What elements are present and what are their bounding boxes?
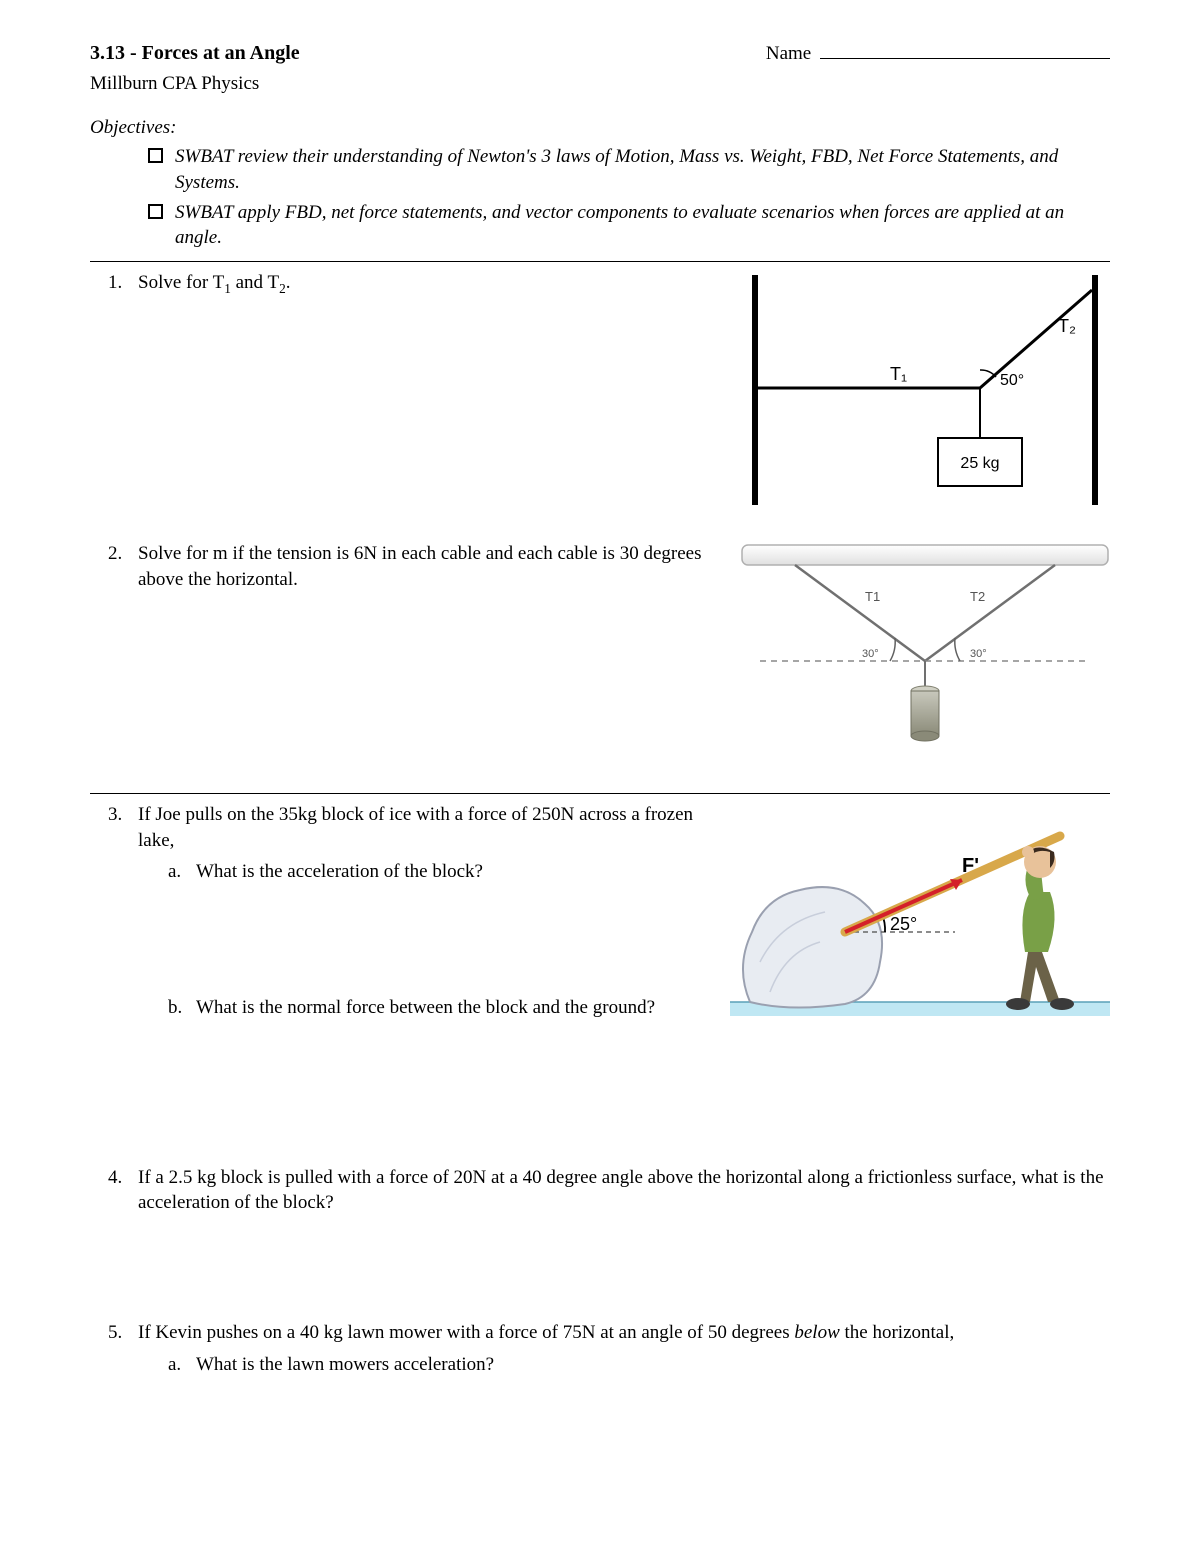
sub-text: What is the normal force between the blo…: [196, 995, 710, 1021]
problem-text: If Joe pulls on the 35kg block of ice wi…: [138, 802, 710, 853]
objective-text: SWBAT review their understanding of Newt…: [175, 144, 1110, 195]
problem-3: 3. If Joe pulls on the 35kg block of ice…: [108, 802, 1110, 1061]
figure-1: T₁ T₂ 50° 25 kg: [740, 270, 1110, 518]
ice-pull-diagram-svg: F' 25°: [730, 802, 1110, 1032]
objective-item: SWBAT apply FBD, net force statements, a…: [148, 200, 1110, 251]
sub-letter: a.: [168, 859, 196, 885]
problem-text: Solve for m if the tension is 6N in each…: [138, 541, 720, 592]
sub-letter: b.: [168, 995, 196, 1021]
angle-left-label: 30°: [862, 648, 879, 660]
title-text: Forces at an Angle: [142, 42, 300, 64]
t1-label: T1: [865, 589, 880, 604]
t2-label: T₂: [1058, 316, 1076, 336]
angle-label: 50°: [1000, 372, 1024, 389]
objectives-label: Objectives:: [90, 115, 1110, 141]
name-label: Name: [766, 43, 811, 64]
objectives-list: SWBAT review their understanding of Newt…: [90, 144, 1110, 251]
t1-label: T₁: [890, 364, 907, 384]
force-label: F': [962, 855, 979, 877]
angle-right-label: 30°: [970, 648, 987, 660]
angle-label: 25°: [890, 914, 917, 934]
name-blank-line[interactable]: [820, 40, 1110, 59]
problem-text: If a 2.5 kg block is pulled with a force…: [138, 1165, 1110, 1216]
header-row: 3.13 - Forces at an Angle Name: [90, 40, 1110, 67]
problem-1: 1. Solve for T1 and T2. T₁ T₂ 50° 25 kg: [108, 270, 1110, 518]
problem-number: 1.: [108, 270, 138, 296]
section-title: 3.13 - Forces at an Angle: [90, 40, 300, 67]
t2-label: T2: [970, 589, 985, 604]
problem-number: 5.: [108, 1320, 138, 1346]
problem-5: 5. If Kevin pushes on a 40 kg lawn mower…: [108, 1320, 1110, 1377]
figure-2: T1 T2 30° 30°: [740, 541, 1110, 769]
sub-text: What is the acceleration of the block?: [196, 859, 710, 885]
sub-item: a. What is the acceleration of the block…: [168, 859, 710, 885]
problem-4: 4. If a 2.5 kg block is pulled with a fo…: [108, 1165, 1110, 1216]
sub-item: a. What is the lawn mowers acceleration?: [168, 1352, 1110, 1378]
tension-diagram-svg: T₁ T₂ 50° 25 kg: [740, 270, 1110, 510]
problem-number: 2.: [108, 541, 138, 567]
name-field: Name: [766, 40, 1110, 67]
objectives-section: Objectives: SWBAT review their understan…: [90, 115, 1110, 251]
divider: [90, 261, 1110, 262]
divider: [90, 793, 1110, 794]
sub-text: What is the lawn mowers acceleration?: [196, 1352, 1110, 1378]
mass-label: 25 kg: [960, 455, 999, 472]
sub-letter: a.: [168, 1352, 196, 1378]
person-icon: [1006, 846, 1074, 1010]
problem-text: If Kevin pushes on a 40 kg lawn mower wi…: [138, 1320, 1110, 1346]
problem-text: Solve for T1 and T2.: [138, 270, 720, 298]
checkbox-icon[interactable]: [148, 204, 163, 219]
problem-number: 3.: [108, 802, 138, 828]
two-cable-diagram-svg: T1 T2 30° 30°: [740, 541, 1110, 761]
sub-item: b. What is the normal force between the …: [168, 995, 710, 1021]
checkbox-icon[interactable]: [148, 148, 163, 163]
problem-2: 2. Solve for m if the tension is 6N in e…: [108, 541, 1110, 769]
course-name: Millburn CPA Physics: [90, 71, 1110, 97]
objective-text: SWBAT apply FBD, net force statements, a…: [175, 200, 1110, 251]
problem-number: 4.: [108, 1165, 138, 1191]
section-number: 3.13: [90, 42, 125, 64]
figure-3: F' 25°: [730, 802, 1110, 1040]
objective-item: SWBAT review their understanding of Newt…: [148, 144, 1110, 195]
